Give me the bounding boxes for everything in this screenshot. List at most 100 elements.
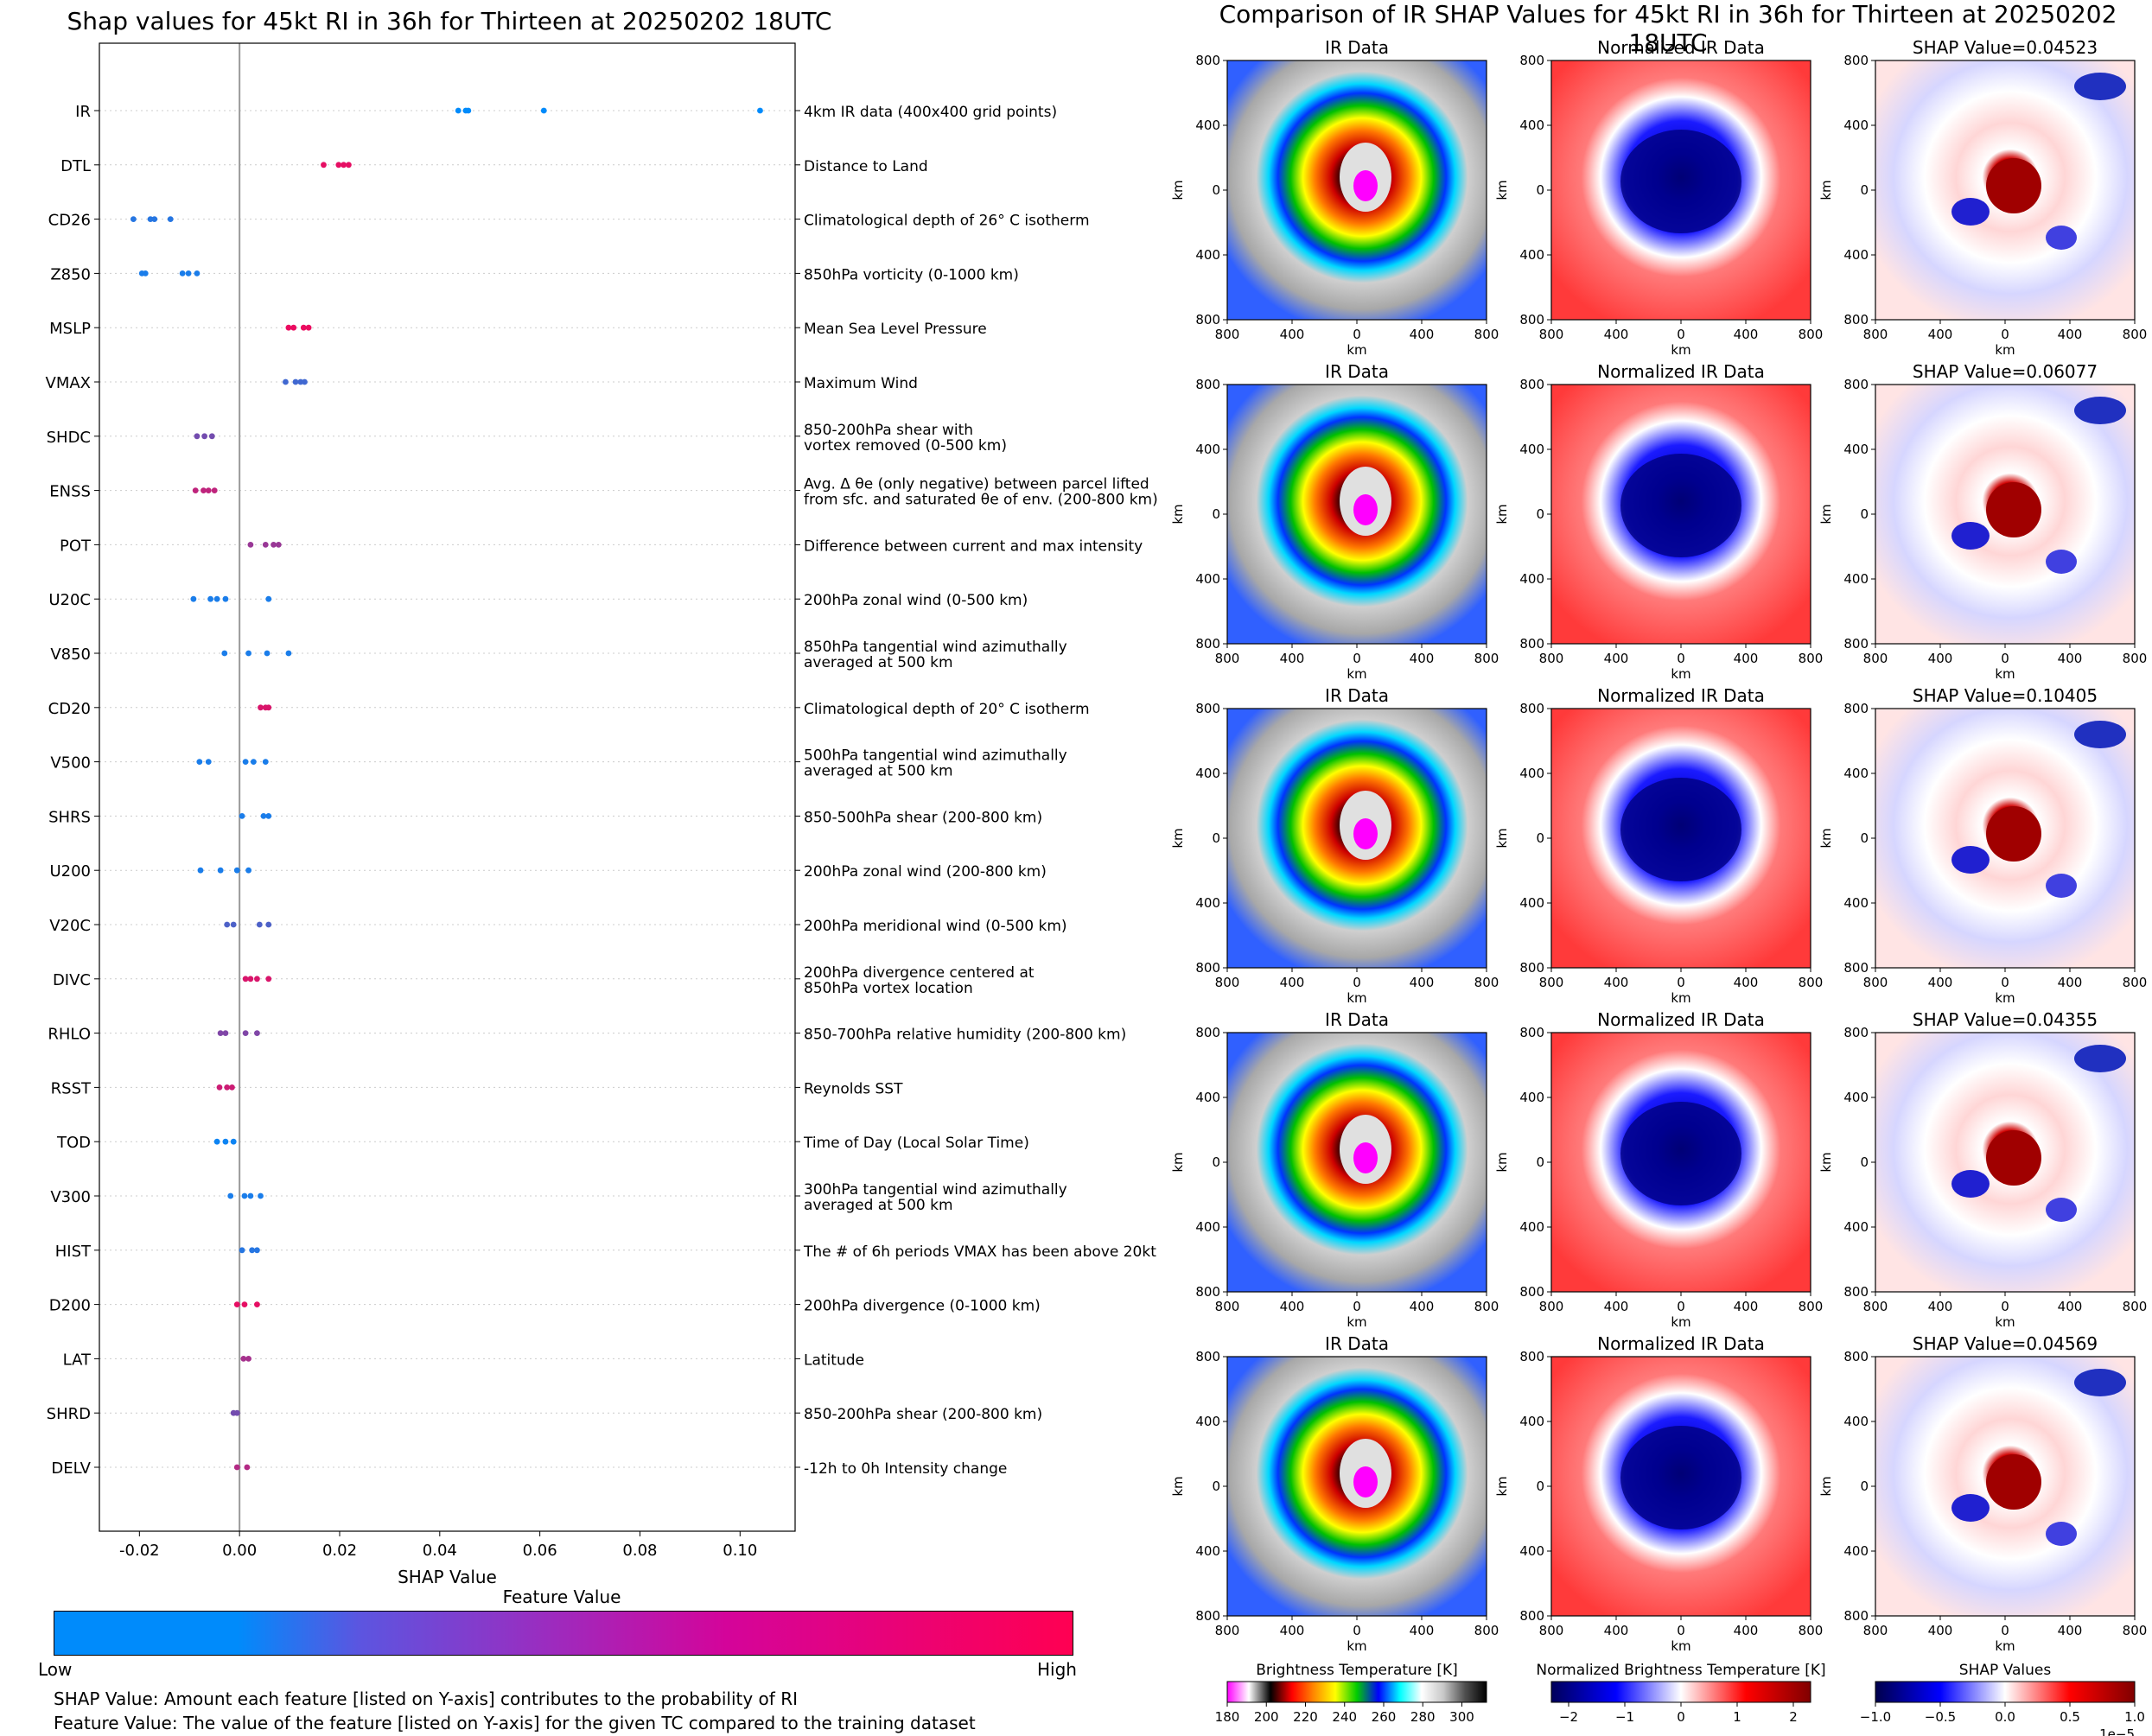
x-tick-label: 400 — [1604, 1623, 1629, 1638]
shap-point — [217, 867, 224, 874]
x-tick-label: 800 — [1539, 327, 1564, 342]
x-tick-label: 400 — [2058, 651, 2083, 666]
shap-point — [249, 1247, 256, 1254]
shap-hotspot — [1986, 806, 2041, 862]
feature-description: 850-700hPa relative humidity (200-800 km… — [804, 1027, 1126, 1044]
x-tick-label: 400 — [1928, 327, 1953, 342]
feature-label: U200 — [49, 862, 91, 881]
x-tick-label: 800 — [2123, 651, 2148, 666]
shap-value-panel-title: SHAP Value=0.06077 — [1913, 361, 2098, 382]
feature-description: 200hPa divergence centered at — [804, 964, 1035, 982]
x-tick-label: 800 — [1799, 1623, 1824, 1638]
x-tick-label: 0 — [1677, 1299, 1685, 1314]
x-tick-label: 400 — [1280, 975, 1305, 990]
feature-description: 850-200hPa shear (200-800 km) — [804, 1406, 1042, 1423]
colorbar-tick-label: 2 — [1789, 1709, 1798, 1725]
y-tick-label: 400 — [1519, 1090, 1544, 1105]
feature-label: U20C — [48, 591, 91, 609]
shap-point — [142, 270, 149, 277]
y-axis-label: km — [1494, 1152, 1510, 1172]
y-tick-label: 800 — [1843, 1025, 1869, 1040]
x-tick-label: 400 — [1604, 651, 1629, 666]
brightness-temp-colorbar — [1226, 1681, 1487, 1703]
colorbar-tick-label: 0.5 — [2060, 1709, 2080, 1725]
x-tick-label: 800 — [1863, 327, 1888, 342]
y-tick-label: 400 — [1519, 1543, 1544, 1559]
shap-point — [285, 324, 292, 331]
y-tick-label: 0 — [1860, 1478, 1869, 1494]
y-tick-label: 800 — [1843, 53, 1869, 68]
x-tick-label: 800 — [1215, 1299, 1240, 1314]
x-tick-label: 400 — [1280, 327, 1305, 342]
shap-point — [216, 1084, 223, 1091]
shap-point — [230, 921, 237, 928]
x-tick-label: 0 — [1677, 975, 1685, 990]
x-tick-label: 400 — [1280, 1623, 1305, 1638]
y-tick-label: 800 — [1195, 1284, 1220, 1300]
shap-point — [227, 1192, 234, 1199]
shap-point — [224, 921, 231, 928]
y-tick-label: 400 — [1519, 766, 1544, 781]
feature-label: RHLO — [48, 1026, 91, 1044]
x-tick-label: 800 — [1539, 651, 1564, 666]
y-tick-label: 400 — [1195, 442, 1220, 457]
brightness-temp-colorbar-label: Brightness Temperature [K] — [1256, 1662, 1457, 1679]
y-axis-label: km — [1494, 828, 1510, 848]
shap-point — [290, 324, 297, 331]
colorbar-tick-label: 240 — [1332, 1709, 1357, 1725]
feature-description: from sfc. and saturated θe of env. (200-… — [804, 492, 1158, 509]
shap-point — [207, 595, 213, 602]
y-tick-label: 400 — [1195, 571, 1220, 587]
x-tick-label: 0 — [1353, 1299, 1361, 1314]
x-tick-label: 400 — [1410, 651, 1435, 666]
shap-value-panel-title: SHAP Value=0.04355 — [1913, 1009, 2098, 1030]
y-tick-label: 400 — [1519, 1219, 1544, 1235]
shap-point — [757, 107, 763, 114]
feature-description: Difference between current and max inten… — [804, 537, 1143, 555]
x-axis-label: km — [1347, 1638, 1366, 1654]
feature-description: 4km IR data (400x400 grid points) — [804, 104, 1057, 121]
x-axis-label: km — [1347, 666, 1366, 682]
y-tick-label: 800 — [1519, 701, 1544, 716]
ir-shap-panel-grid: IR Data80080040040000400400800800kmkmNor… — [1170, 37, 2148, 1736]
x-tick-label: 400 — [1734, 975, 1759, 990]
y-tick-label: 0 — [1212, 1478, 1220, 1494]
y-tick-label: 800 — [1195, 636, 1220, 652]
y-tick-label: 800 — [1195, 312, 1220, 327]
feature-description: vortex removed (0-500 km) — [804, 437, 1007, 455]
shap-value-panel-title: SHAP Value=0.04523 — [1913, 37, 2098, 58]
storm-core — [1353, 170, 1378, 201]
x-tick-label: 0 — [2001, 975, 2009, 990]
x-axis-label: km — [1995, 990, 2015, 1006]
feature-label: V850 — [50, 645, 91, 664]
colorbar-tick-label: 0 — [1677, 1709, 1685, 1725]
cold-cloud-region — [1620, 1102, 1741, 1205]
shap-point — [247, 542, 254, 548]
shap-point — [244, 1464, 251, 1471]
shap-point — [213, 595, 220, 602]
feature-description: 850-500hPa shear (200-800 km) — [804, 809, 1042, 826]
feature-description: 850hPa tangential wind azimuthally — [804, 639, 1067, 656]
shap-point — [262, 542, 269, 548]
shap-point — [194, 433, 201, 440]
x-tick-label: 400 — [1734, 327, 1759, 342]
y-tick-label: 800 — [1195, 960, 1220, 976]
cold-cloud-region — [1620, 454, 1741, 557]
x-tick-label: 800 — [1799, 651, 1824, 666]
colorbar-tick-label: 0.0 — [1995, 1709, 2015, 1725]
shap-point — [213, 1138, 220, 1145]
shap-point — [254, 1247, 260, 1254]
feature-description: 200hPa zonal wind (0-500 km) — [804, 592, 1028, 609]
x-tick-label: 0.02 — [322, 1542, 357, 1560]
x-tick-label: 0.00 — [222, 1542, 257, 1560]
shap-point — [254, 976, 260, 982]
y-tick-label: 800 — [1519, 960, 1544, 976]
normalized-temp-colorbar-label: Normalized Brightness Temperature [K] — [1536, 1662, 1825, 1679]
normalized-ir-panel-title: Normalized IR Data — [1597, 361, 1765, 382]
shap-point — [305, 324, 312, 331]
x-tick-label: 800 — [1539, 975, 1564, 990]
y-tick-label: 0 — [1536, 506, 1544, 522]
feature-label: DIVC — [53, 971, 91, 989]
y-tick-label: 400 — [1843, 766, 1869, 781]
colorbar-tick-label: −2 — [1559, 1709, 1578, 1725]
